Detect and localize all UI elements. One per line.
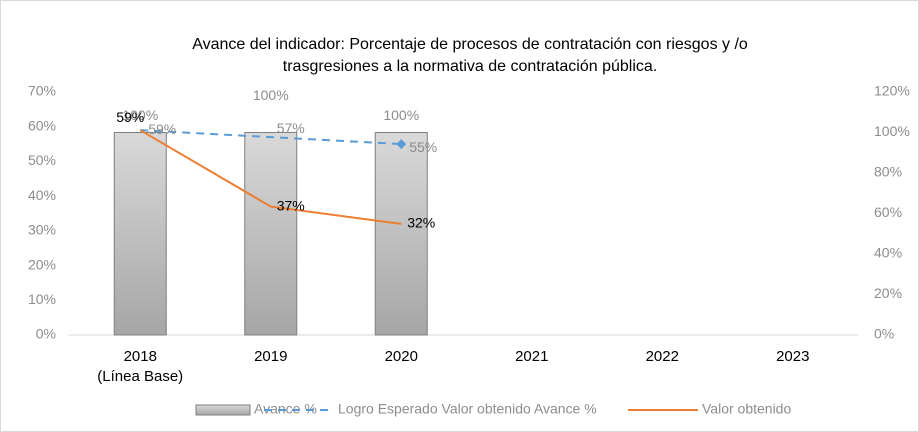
- x-tick-label: 2018 (Línea Base): [97, 348, 183, 385]
- y2-tick-label: 40%: [874, 245, 902, 261]
- legend-label: Avance %: [254, 401, 317, 417]
- x-tick-label: 2023: [776, 348, 809, 365]
- y2-tick-label: 60%: [874, 204, 902, 220]
- x-tick-label: 2020: [385, 348, 418, 365]
- data-label: 55%: [409, 139, 437, 155]
- data-label: 100%: [122, 107, 158, 123]
- data-label: 59%: [148, 121, 176, 137]
- chart-title: Avance del indicador: Porcentaje de proc…: [192, 36, 748, 75]
- y-tick-label: 40%: [28, 187, 56, 203]
- y-tick-label: 0%: [36, 326, 56, 342]
- data-label: 37%: [277, 197, 305, 213]
- marker: [396, 139, 407, 150]
- y-tick-label: 10%: [28, 291, 56, 307]
- legend-label: Valor obtenido: [702, 401, 791, 417]
- y-tick-label: 70%: [28, 83, 56, 99]
- x-tick-label: 2019: [254, 348, 287, 365]
- bar: [113, 132, 167, 336]
- data-label: 59%: [116, 109, 144, 125]
- data-label: 57%: [277, 120, 305, 136]
- data-label: 100%: [383, 107, 419, 123]
- legend-swatch: [195, 404, 251, 416]
- x-tick-label: 2022: [646, 348, 679, 365]
- y2-tick-label: 0%: [874, 326, 894, 342]
- y-tick-label: 20%: [28, 256, 56, 272]
- x-tick-label: 2021: [515, 348, 548, 365]
- bar: [374, 132, 428, 336]
- y2-tick-label: 100%: [874, 123, 910, 139]
- y-tick-label: 60%: [28, 117, 56, 133]
- y2-tick-label: 80%: [874, 164, 902, 180]
- data-label: 100%: [253, 87, 289, 103]
- line-series: [140, 129, 402, 146]
- y-tick-label: 30%: [28, 222, 56, 238]
- y2-tick-label: 20%: [874, 285, 902, 301]
- bar: [244, 132, 298, 336]
- line-series: [139, 129, 402, 225]
- data-label: 32%: [407, 215, 435, 231]
- legend-label: Logro Esperado Valor obtenido Avance %: [338, 401, 597, 417]
- y-tick-label: 50%: [28, 152, 56, 168]
- y2-tick-label: 120%: [874, 83, 910, 99]
